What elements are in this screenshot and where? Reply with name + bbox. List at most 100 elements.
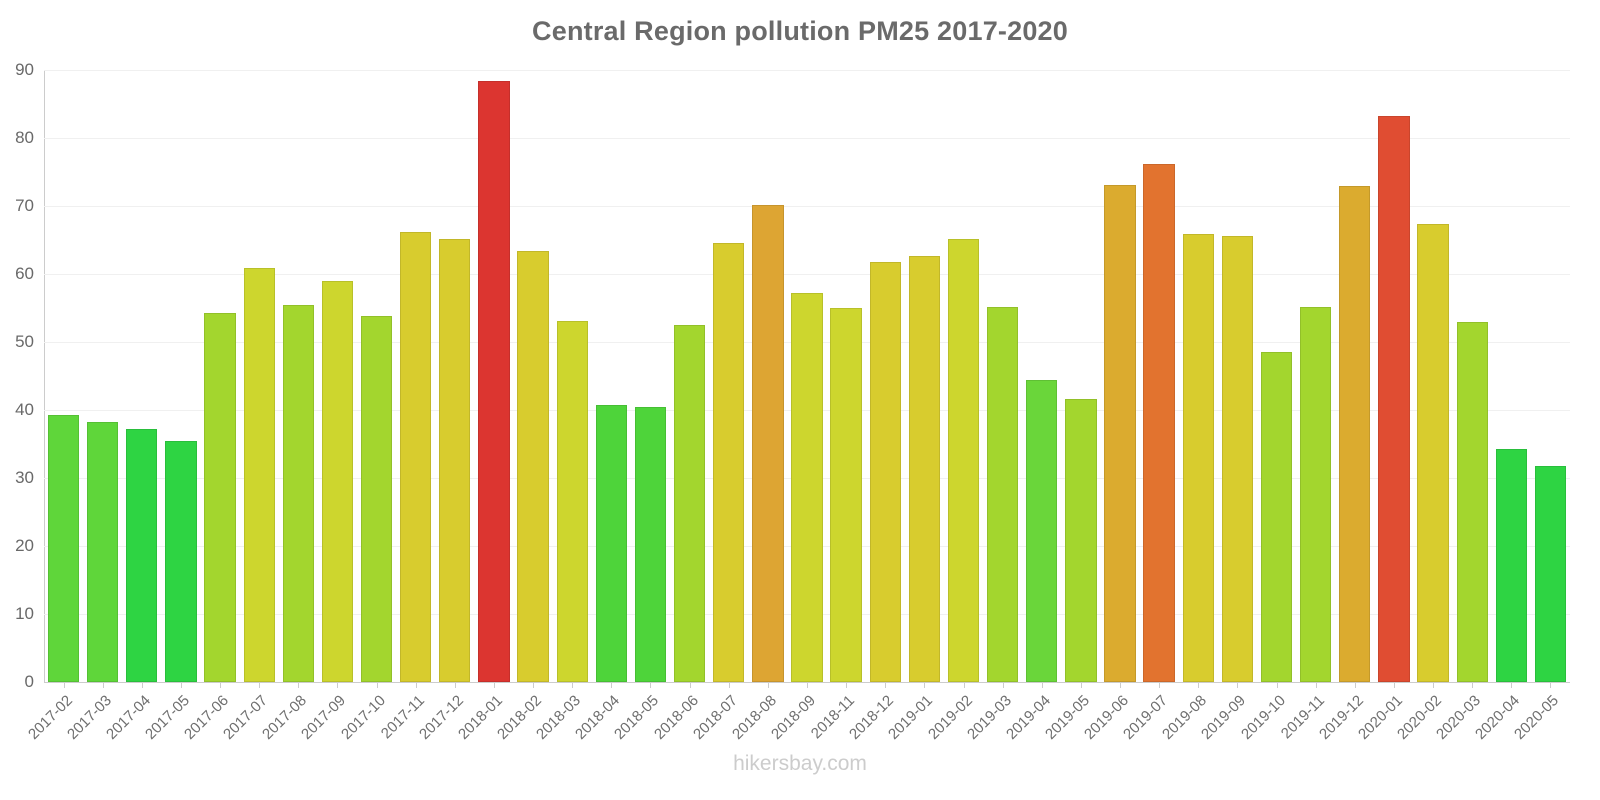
bar-2018-05[interactable] — [634, 406, 667, 682]
bar-2017-07[interactable] — [243, 267, 275, 682]
bar-2020-03[interactable] — [1456, 322, 1488, 682]
gridline-90 — [44, 70, 1570, 71]
bar-slot — [1413, 70, 1452, 682]
bar-2019-01[interactable] — [908, 256, 941, 682]
bar-2017-11[interactable] — [400, 231, 432, 682]
bar-2017-06[interactable] — [204, 313, 236, 682]
bar-2019-06[interactable] — [1104, 184, 1136, 682]
y-axis-line — [44, 70, 45, 683]
bar-2019-05[interactable] — [1065, 399, 1097, 682]
y-tick-label-0: 0 — [24, 672, 34, 691]
bar-2018-06[interactable] — [673, 325, 706, 682]
x-tick — [924, 682, 926, 688]
bar-slot — [44, 70, 83, 682]
bar-slot — [709, 70, 748, 682]
x-tick — [1002, 682, 1004, 688]
bar-2019-11[interactable] — [1300, 307, 1332, 682]
x-tick — [689, 682, 691, 688]
x-tick — [415, 682, 417, 688]
bar-2019-04[interactable] — [1026, 380, 1058, 682]
x-tick — [533, 682, 535, 688]
bar-2019-08[interactable] — [1182, 233, 1214, 682]
bar-slot — [1492, 70, 1531, 682]
bar-2017-08[interactable] — [282, 304, 314, 682]
bar-slot — [240, 70, 279, 682]
bar-slot — [318, 70, 357, 682]
bar-slot — [279, 70, 318, 682]
bar-2020-02[interactable] — [1417, 223, 1449, 682]
footer-credit: hikersbay.com — [733, 752, 867, 775]
bar-2017-02[interactable] — [47, 414, 80, 682]
y-tick-label-40: 40 — [15, 400, 34, 419]
bar-slot — [474, 70, 513, 682]
bar-2017-12[interactable] — [439, 239, 471, 682]
bar-2018-01[interactable] — [478, 80, 510, 682]
bar-2018-12[interactable] — [869, 261, 901, 682]
bar-2018-02[interactable] — [517, 250, 549, 682]
bar-2019-03[interactable] — [986, 307, 1019, 682]
bar-slot — [161, 70, 200, 682]
bar-slot — [435, 70, 474, 682]
bar-2018-04[interactable] — [595, 404, 627, 682]
bar-2017-10[interactable] — [360, 316, 393, 682]
bar-2020-01[interactable] — [1378, 116, 1410, 682]
x-tick — [807, 682, 808, 688]
bar-2017-09[interactable] — [321, 280, 354, 682]
bar-2018-03[interactable] — [556, 320, 588, 682]
x-tick — [141, 682, 143, 688]
bar-2019-12[interactable] — [1339, 186, 1371, 682]
bar-slot — [827, 70, 866, 682]
x-tick — [611, 682, 613, 688]
x-tick — [1198, 682, 1200, 688]
x-tick — [1472, 682, 1474, 688]
x-tick — [728, 682, 730, 688]
bar-2018-11[interactable] — [830, 308, 862, 682]
x-tick — [1354, 682, 1356, 688]
bar-2020-05[interactable] — [1534, 466, 1567, 682]
bar-2019-09[interactable] — [1221, 235, 1254, 682]
bar-2019-10[interactable] — [1260, 351, 1293, 682]
bar-2019-02[interactable] — [947, 238, 980, 682]
y-tick-label-10: 10 — [15, 604, 34, 623]
bar-slot — [1022, 70, 1061, 682]
x-tick — [1433, 682, 1435, 688]
x-axis-tick-labels: 2017-02 2017-03 2017-04 2017-05 2017-06 2017-… — [25, 682, 1570, 782]
bar-slot — [1374, 70, 1413, 682]
bar-slot — [83, 70, 122, 682]
bar-slot — [1218, 70, 1257, 682]
bar-slot — [1296, 70, 1335, 682]
x-tick — [1550, 682, 1552, 688]
y-tick-label-70: 70 — [15, 196, 34, 215]
bar-slot — [122, 70, 161, 682]
bar-2018-07[interactable] — [713, 242, 745, 682]
gridline-70 — [44, 206, 1570, 207]
bar-slot — [201, 70, 240, 682]
bar-slot — [1061, 70, 1100, 682]
bar-slot — [1140, 70, 1179, 682]
x-tick — [1393, 682, 1395, 688]
x-tick — [1159, 682, 1161, 688]
x-tick — [767, 682, 769, 688]
bar-slot — [553, 70, 592, 682]
bar-2019-07[interactable] — [1143, 163, 1175, 682]
bar-2017-05[interactable] — [165, 440, 197, 682]
x-tick — [1511, 682, 1513, 688]
bar-slot — [905, 70, 944, 682]
bar-2018-09[interactable] — [791, 293, 823, 682]
bar-slot — [396, 70, 435, 682]
x-tick — [885, 682, 887, 688]
x-tick — [1080, 682, 1082, 688]
bar-slot — [670, 70, 709, 682]
bar-slot — [866, 70, 905, 682]
bar-2017-03[interactable] — [87, 422, 119, 682]
x-tick — [963, 682, 965, 688]
bar-slot — [592, 70, 631, 682]
bar-2018-08[interactable] — [752, 205, 784, 682]
bar-2020-04[interactable] — [1495, 448, 1527, 682]
bar-slot — [631, 70, 670, 682]
x-tick — [650, 682, 652, 688]
bar-slot — [357, 70, 396, 682]
x-tick — [846, 682, 848, 688]
bar-2017-04[interactable] — [126, 429, 158, 682]
